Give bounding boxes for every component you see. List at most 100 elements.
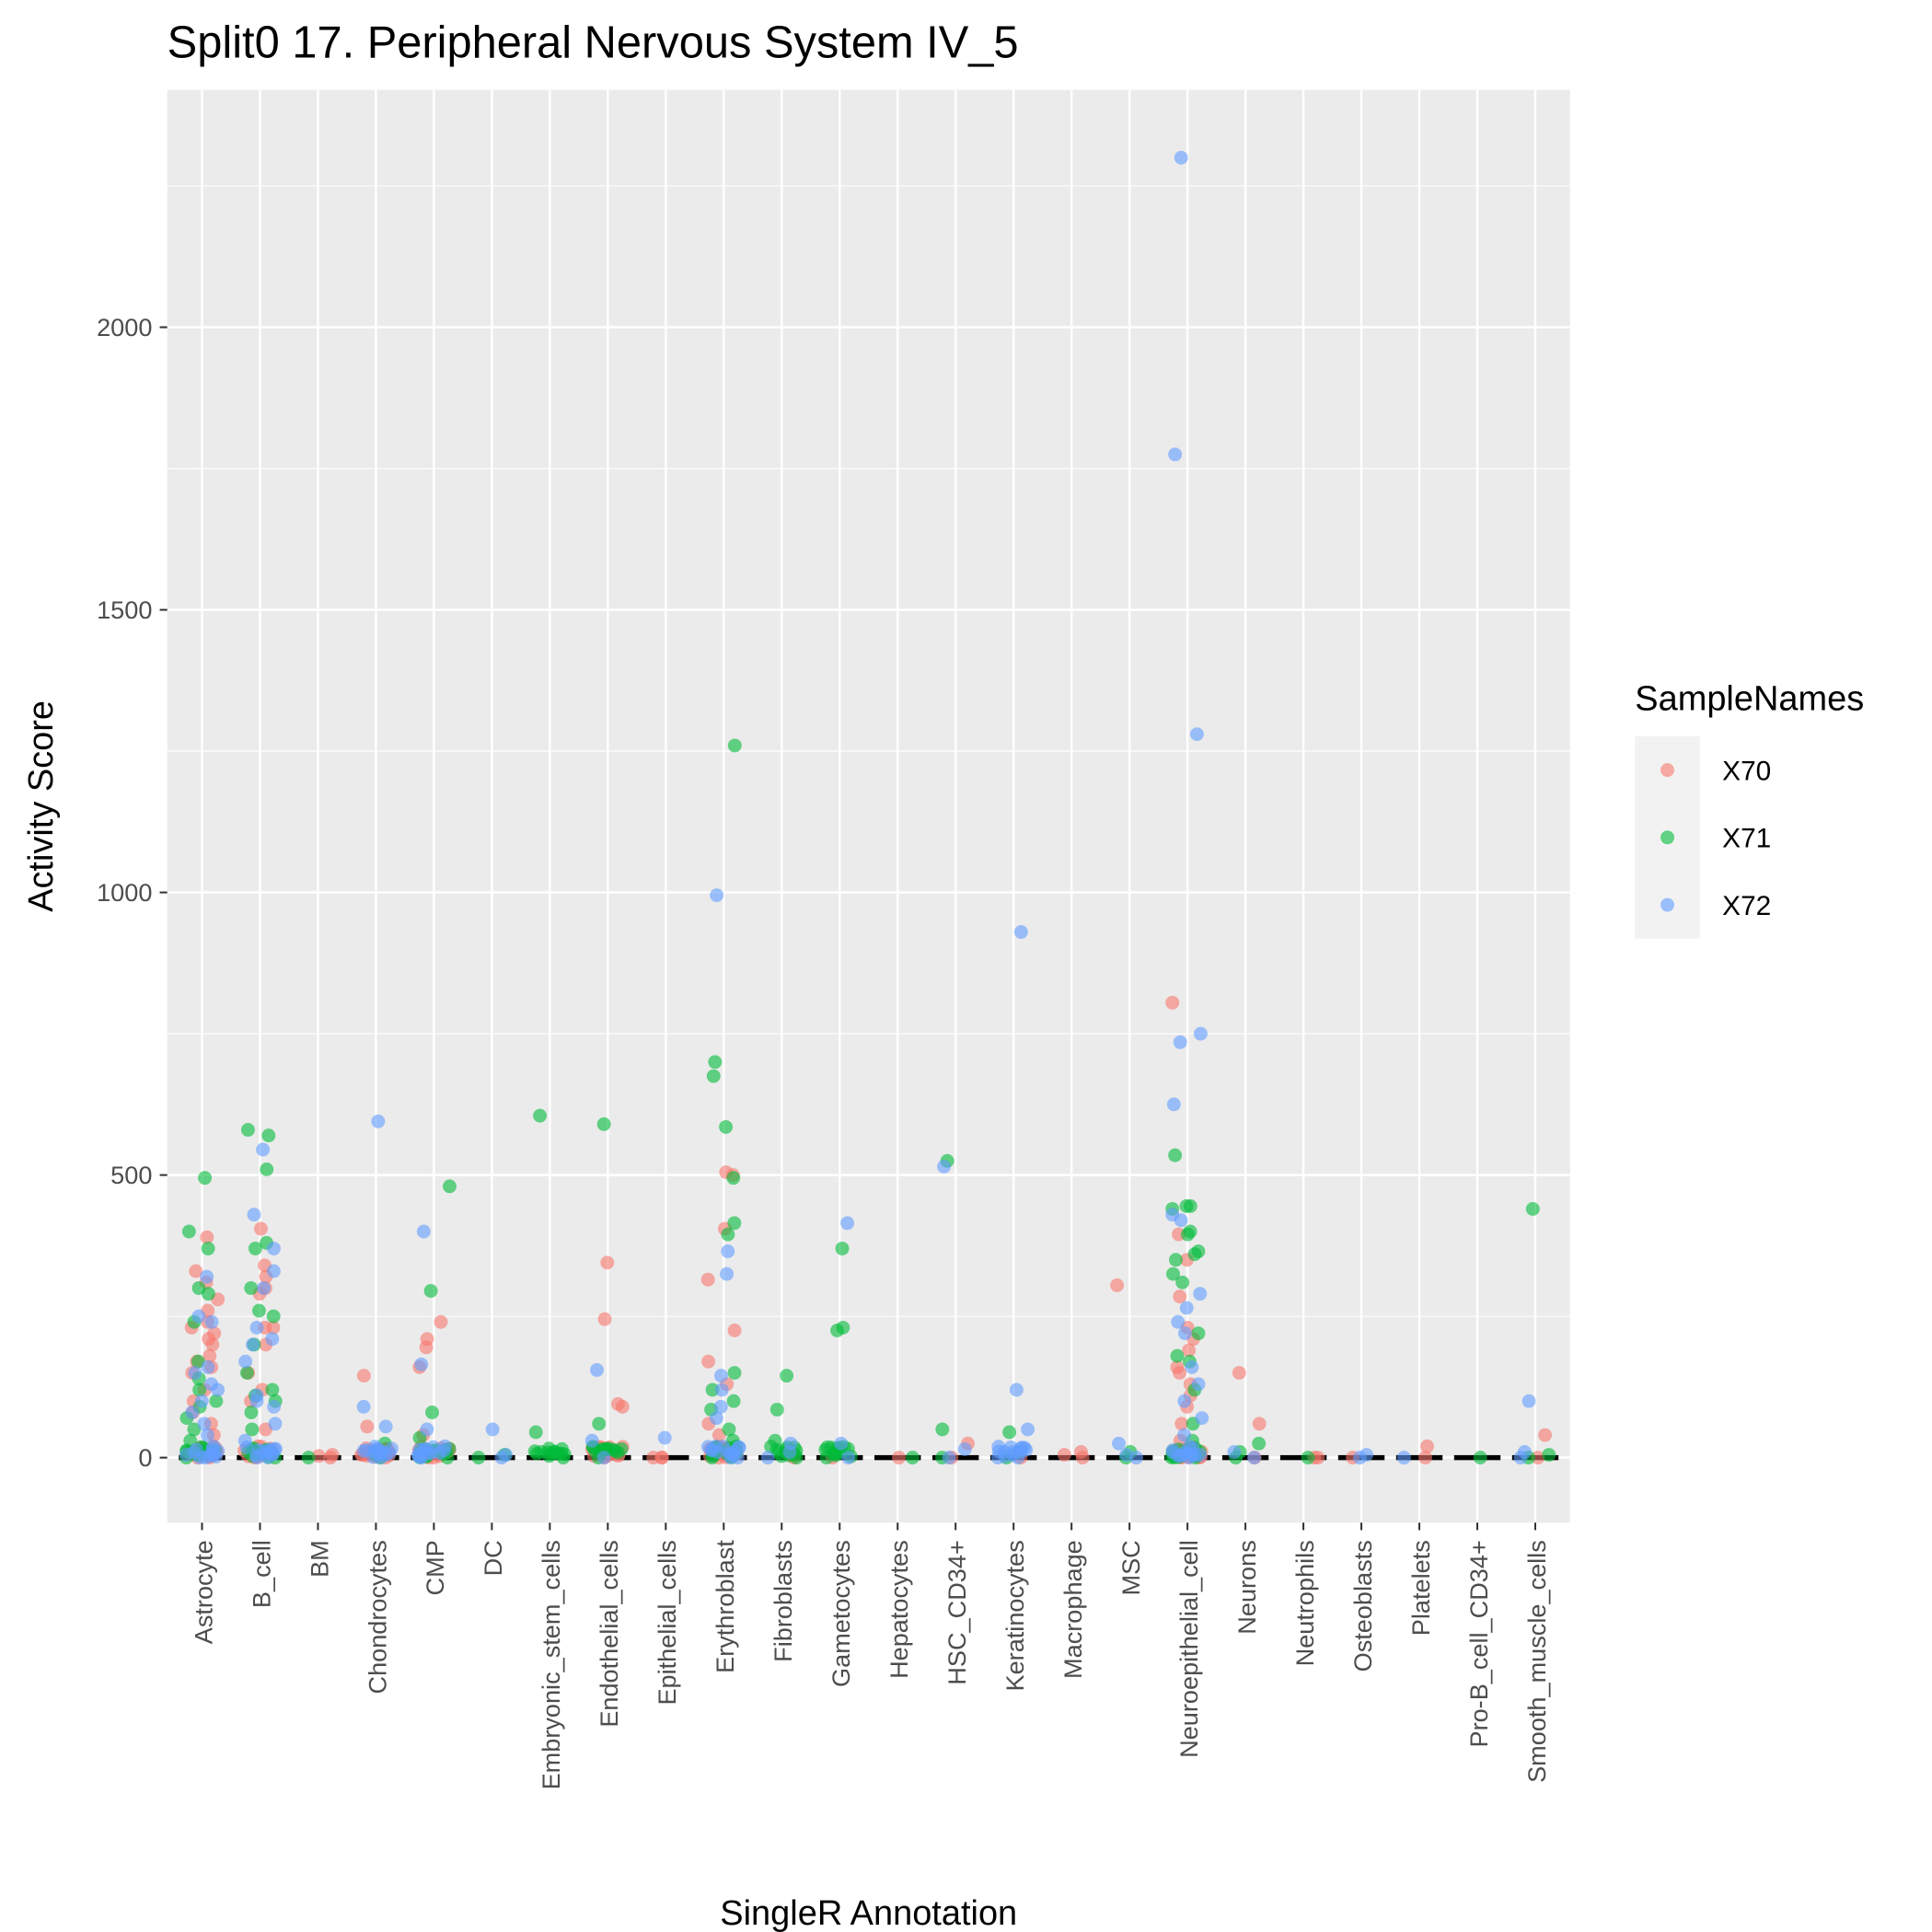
data-point-X72 — [191, 1309, 206, 1324]
data-point-X72 — [1013, 925, 1028, 940]
data-point-X71 — [719, 1119, 734, 1134]
data-point-X72 — [1177, 1428, 1192, 1442]
legend: SampleNames X70 X71 X72 — [1635, 680, 1864, 939]
data-point-X71 — [198, 1171, 213, 1186]
data-point-X72 — [1021, 1422, 1035, 1437]
x-axis-title: SingleR Annotation — [720, 1894, 1017, 1932]
data-point-X70 — [434, 1314, 448, 1329]
data-point-X72 — [840, 1216, 855, 1231]
data-point-X70 — [200, 1230, 214, 1244]
data-point-X71 — [1166, 1267, 1180, 1281]
data-point-X71 — [1169, 1253, 1183, 1267]
x-tick-label: Embryonic_stem_cells — [537, 1540, 565, 1789]
data-point-X72 — [424, 1445, 439, 1460]
x-tick-label: Epithelial_cells — [653, 1540, 681, 1705]
data-point-X72 — [204, 1314, 219, 1329]
data-point-X70 — [205, 1337, 220, 1352]
data-point-X70 — [1173, 1366, 1187, 1380]
data-point-X72 — [713, 1399, 728, 1414]
median-bar — [469, 1454, 515, 1461]
data-point-X72 — [1166, 1097, 1181, 1112]
data-point-X72 — [189, 1442, 203, 1457]
data-point-X70 — [727, 1324, 742, 1337]
data-point-X72 — [590, 1362, 604, 1377]
data-point-X72 — [1179, 1301, 1194, 1315]
y-tick-label: 1000 — [97, 878, 152, 907]
x-tick-label: Macrophage — [1059, 1540, 1087, 1679]
data-point-X72 — [1174, 150, 1188, 165]
data-point-X72 — [201, 1428, 214, 1442]
data-point-X72 — [416, 1224, 431, 1239]
data-point-X71 — [780, 1369, 794, 1383]
data-point-X71 — [726, 1171, 741, 1186]
data-point-X70 — [189, 1264, 203, 1278]
grid — [167, 89, 1570, 1523]
data-point-X72 — [942, 1451, 956, 1465]
x-tick-label: CMP — [421, 1540, 449, 1595]
data-point-X70 — [700, 1272, 715, 1287]
data-point-X72 — [1009, 1382, 1024, 1397]
data-point-X70 — [253, 1221, 268, 1236]
data-point-X72 — [265, 1332, 280, 1347]
legend-marker-X71 — [1660, 830, 1674, 845]
data-point-X72 — [841, 1451, 856, 1465]
data-point-X71 — [835, 1241, 850, 1255]
data-point-X71 — [596, 1116, 611, 1131]
y-tick-label: 2000 — [97, 313, 152, 341]
data-point-X71 — [706, 1069, 721, 1083]
data-points — [179, 150, 1559, 1465]
data-point-X72 — [1174, 1213, 1188, 1228]
data-point-X72 — [200, 1269, 214, 1284]
data-point-X72 — [238, 1354, 253, 1369]
data-point-X72 — [1194, 1026, 1208, 1041]
data-point-X72 — [256, 1280, 271, 1295]
data-point-X71 — [592, 1417, 607, 1431]
data-point-X71 — [261, 1128, 276, 1143]
data-point-X72 — [249, 1320, 264, 1335]
data-point-X72 — [710, 888, 724, 903]
data-point-X72 — [1173, 1035, 1187, 1049]
data-point-X70 — [1174, 1417, 1189, 1431]
data-point-X71 — [769, 1402, 784, 1417]
data-point-X71 — [425, 1406, 439, 1419]
data-point-X72 — [1521, 1394, 1536, 1408]
data-point-X71 — [528, 1425, 543, 1440]
data-point-X72 — [188, 1366, 202, 1380]
data-point-X72 — [266, 1264, 281, 1278]
data-point-X71 — [727, 1366, 742, 1380]
data-point-X71 — [1168, 1148, 1183, 1163]
data-point-X72 — [1352, 1451, 1367, 1465]
data-point-X72 — [414, 1357, 429, 1371]
data-point-X71 — [265, 1382, 280, 1397]
data-point-X72 — [1177, 1394, 1192, 1408]
x-tick-label: Platelets — [1406, 1540, 1435, 1636]
data-point-X71 — [905, 1451, 920, 1465]
x-tick-label: Neutrophils — [1290, 1540, 1319, 1666]
data-point-X71 — [726, 1394, 741, 1408]
legend-title: SampleNames — [1635, 680, 1864, 719]
data-point-X71 — [266, 1309, 281, 1324]
data-point-X72 — [206, 1447, 221, 1462]
legend-label: X72 — [1722, 891, 1771, 921]
data-point-X71 — [301, 1451, 316, 1465]
data-point-X72 — [246, 1337, 260, 1352]
data-point-X72 — [1165, 1445, 1180, 1460]
data-point-X72 — [716, 1440, 731, 1453]
data-point-X70 — [419, 1340, 434, 1355]
data-point-X71 — [721, 1227, 735, 1242]
y-tick-label: 500 — [110, 1161, 152, 1189]
data-point-X72 — [1247, 1451, 1262, 1465]
x-tick-label: Smooth_muscle_cells — [1522, 1540, 1551, 1783]
data-point-X71 — [181, 1224, 196, 1239]
data-point-X71 — [240, 1123, 255, 1137]
data-point-X72 — [1168, 447, 1183, 462]
data-point-X71 — [1183, 1198, 1197, 1213]
data-point-X72 — [1191, 1377, 1206, 1392]
x-tick-label: Osteoblasts — [1348, 1540, 1377, 1672]
data-point-X71 — [239, 1366, 254, 1380]
data-point-X72 — [369, 1442, 384, 1457]
legend-label: X70 — [1722, 756, 1771, 786]
data-point-X72 — [179, 1448, 193, 1462]
data-point-X70 — [1057, 1448, 1071, 1463]
x-tick-label: B_cell — [247, 1540, 275, 1608]
